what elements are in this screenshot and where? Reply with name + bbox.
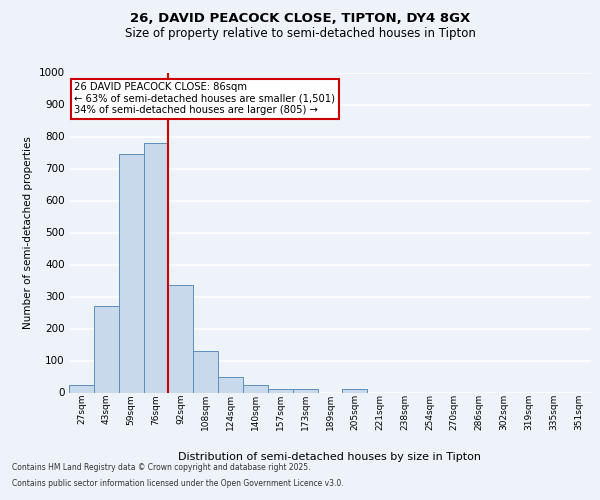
Text: 26 DAVID PEACOCK CLOSE: 86sqm
← 63% of semi-detached houses are smaller (1,501)
: 26 DAVID PEACOCK CLOSE: 86sqm ← 63% of s… <box>74 82 335 116</box>
Bar <box>293 388 317 392</box>
Bar <box>119 154 143 392</box>
Text: Contains public sector information licensed under the Open Government Licence v3: Contains public sector information licen… <box>12 478 344 488</box>
Bar <box>193 351 218 393</box>
Bar <box>243 386 268 392</box>
Bar <box>143 143 169 392</box>
Bar <box>268 388 293 392</box>
Bar <box>218 377 243 392</box>
Text: Contains HM Land Registry data © Crown copyright and database right 2025.: Contains HM Land Registry data © Crown c… <box>12 464 311 472</box>
Bar <box>169 286 193 393</box>
Y-axis label: Number of semi-detached properties: Number of semi-detached properties <box>23 136 33 329</box>
Bar <box>343 388 367 392</box>
Bar <box>94 306 119 392</box>
Text: 26, DAVID PEACOCK CLOSE, TIPTON, DY4 8GX: 26, DAVID PEACOCK CLOSE, TIPTON, DY4 8GX <box>130 12 470 26</box>
Text: Size of property relative to semi-detached houses in Tipton: Size of property relative to semi-detach… <box>125 28 475 40</box>
Text: Distribution of semi-detached houses by size in Tipton: Distribution of semi-detached houses by … <box>179 452 482 462</box>
Bar <box>69 386 94 392</box>
